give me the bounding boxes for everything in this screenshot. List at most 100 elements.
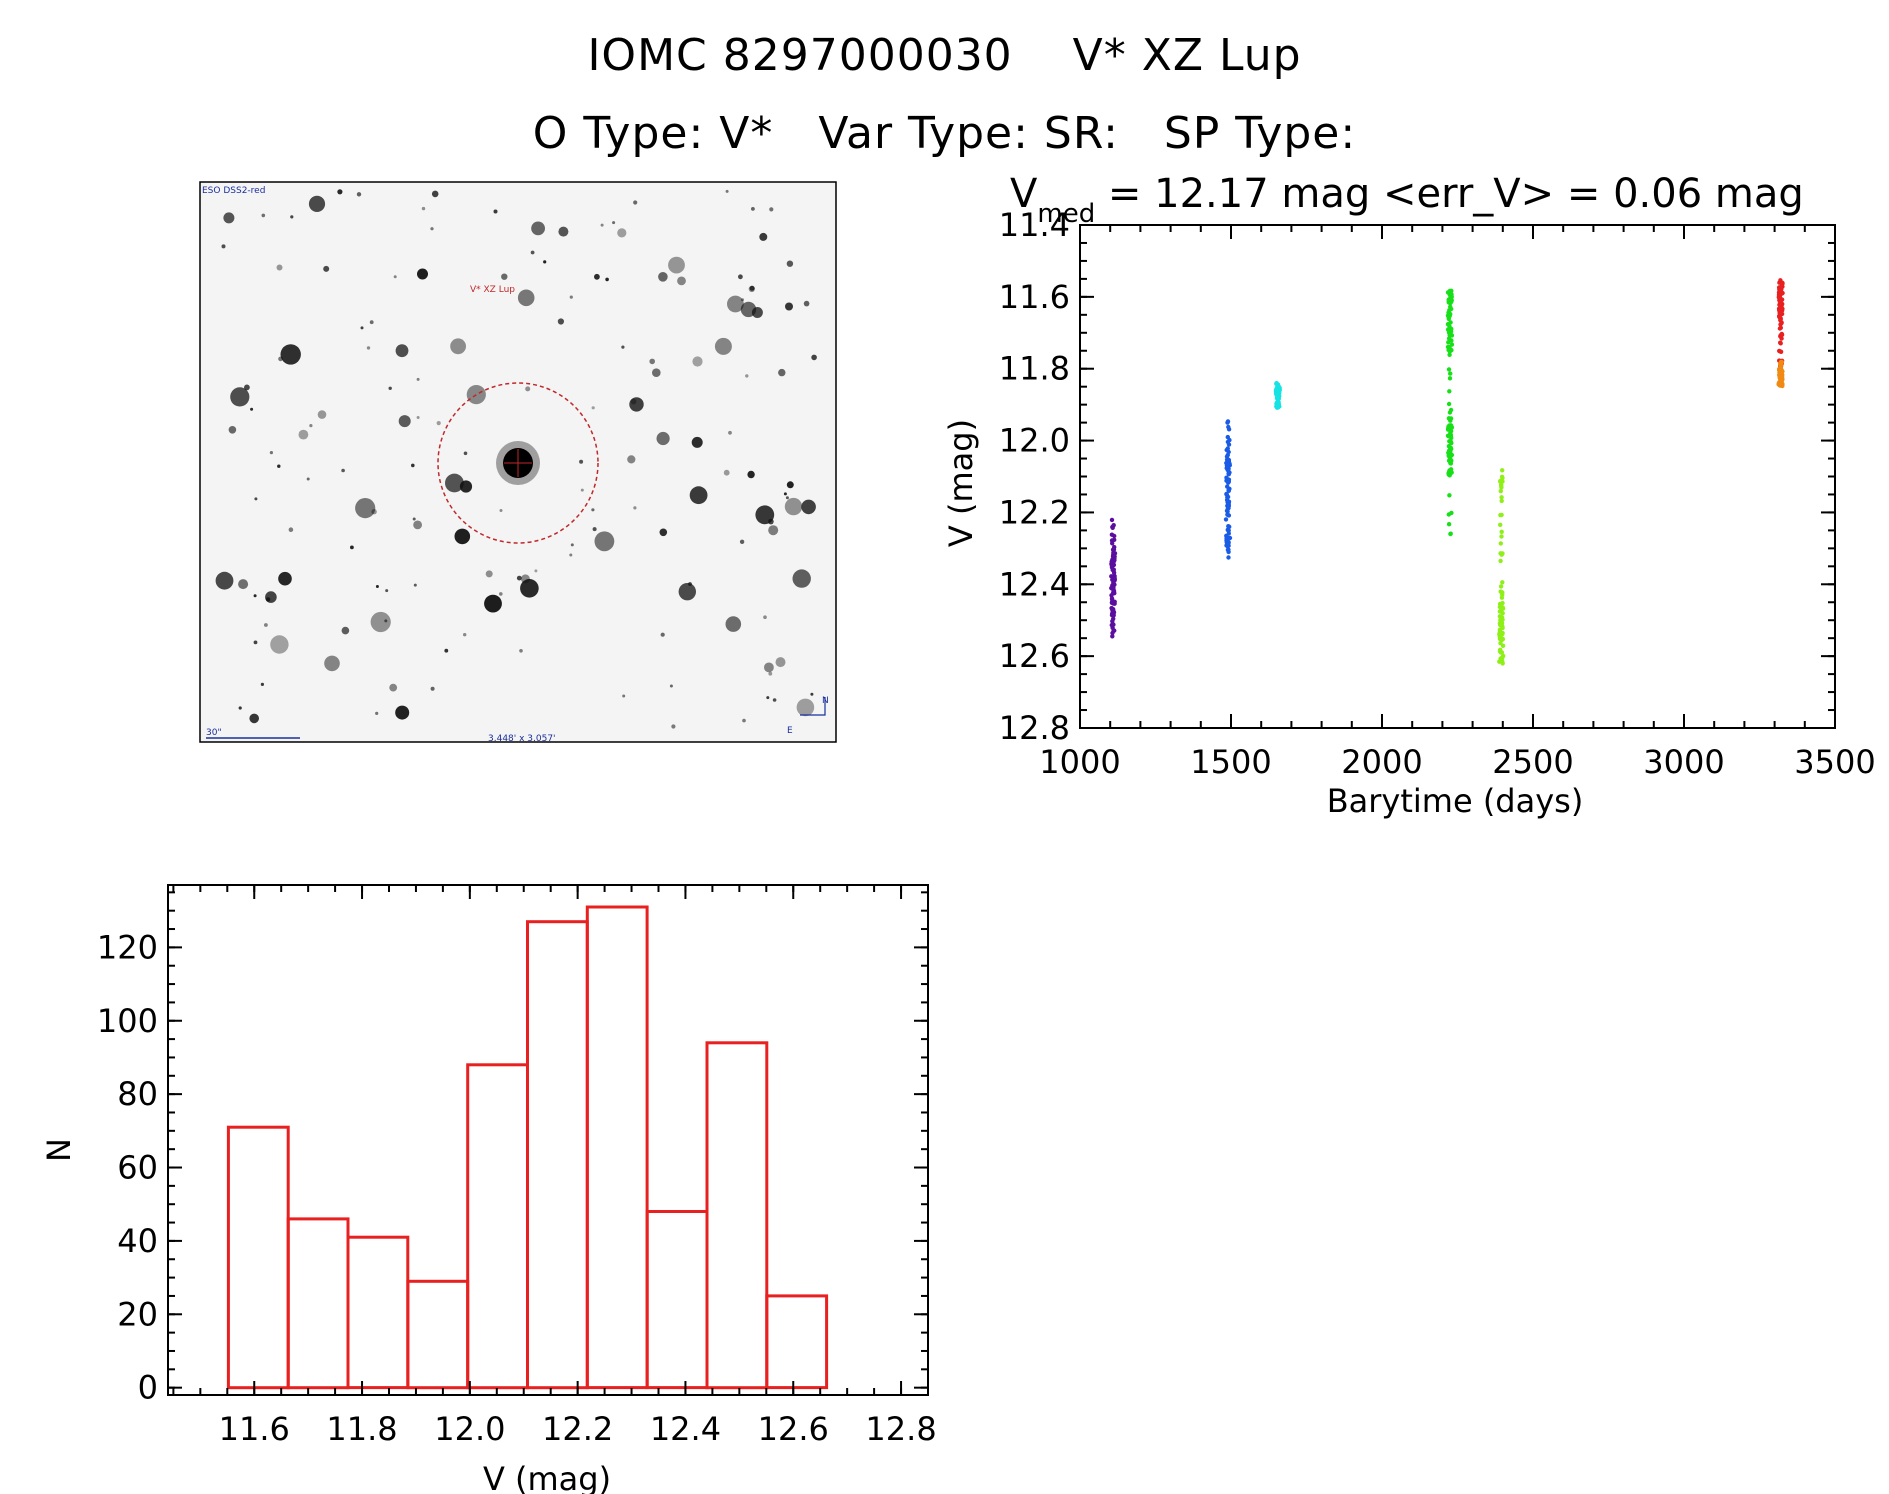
finder-star (803, 300, 810, 307)
histogram-bar (705, 1041, 769, 1390)
finder-star (621, 345, 625, 349)
x-tick-label: 3500 (1794, 743, 1875, 781)
lightcurve-point (1498, 622, 1503, 628)
histogram-bar (226, 1125, 290, 1390)
lightcurve-point (1448, 445, 1453, 451)
lightcurve-point (1498, 512, 1503, 518)
finder-star (324, 655, 340, 672)
finder-star (444, 648, 449, 653)
finder-star (520, 579, 539, 598)
finder-star (543, 260, 547, 264)
x-tick-label: 2000 (1341, 743, 1422, 781)
finder-star (493, 209, 498, 214)
finder-star (810, 692, 814, 696)
lightcurve-point (1226, 424, 1231, 430)
x-tick-label: 12.0 (434, 1410, 505, 1448)
lightcurve-point (1109, 563, 1115, 568)
median-stats-text: = 12.17 mag <err_V> = 0.06 mag (1095, 171, 1804, 217)
finder-star (763, 615, 767, 619)
histogram-bar (585, 905, 649, 1390)
lightcurve-point (1446, 434, 1452, 439)
lightcurve-point (1276, 384, 1282, 390)
lightcurve-point (1112, 552, 1117, 557)
finder-star (594, 273, 600, 280)
lightcurve-ylabel: V (mag) (942, 419, 980, 547)
finder-star (557, 318, 565, 325)
y-tick-label: 40 (117, 1222, 158, 1260)
finder-star (221, 244, 226, 249)
lightcurve-point (1449, 306, 1454, 312)
finder-star (579, 459, 584, 464)
lightcurve-point (1226, 549, 1231, 555)
finder-star (270, 635, 289, 654)
lightcurve-point (1224, 475, 1229, 480)
finder-star (691, 436, 703, 448)
lightcurve-point (1276, 401, 1282, 407)
lightcurve-point (1225, 452, 1231, 458)
lightcurve-xlabel: Barytime (days) (1327, 782, 1584, 820)
lightcurve-point (1448, 371, 1453, 376)
x-tick-label: 12.4 (650, 1410, 721, 1448)
finder-star (463, 451, 468, 456)
finder-star (413, 583, 417, 587)
lightcurve-point (1498, 488, 1504, 494)
lightcurve-point (1447, 327, 1452, 332)
finder-star (485, 570, 493, 578)
finder-star (660, 632, 665, 637)
finder-star (269, 451, 273, 455)
finder-star (341, 626, 350, 635)
lightcurve-point (1498, 478, 1503, 484)
y-tick-label: 11.8 (999, 350, 1070, 388)
lightcurve-point (1449, 297, 1454, 303)
x-tick-label: 11.6 (219, 1410, 290, 1448)
finder-star (649, 358, 655, 365)
lightcurve-point (1226, 528, 1231, 533)
finder-star (659, 528, 668, 537)
finder-star (592, 527, 597, 532)
finder-star (723, 469, 730, 476)
lightcurve-point (1448, 407, 1454, 413)
lightcurve-point (1498, 558, 1503, 564)
finder-star (769, 207, 774, 212)
finder-star (265, 597, 271, 602)
histogram-frame (167, 884, 929, 1396)
finder-star (775, 657, 786, 668)
lightcurve-point (1226, 480, 1231, 485)
finder-star (398, 415, 411, 428)
lightcurve-point (1499, 552, 1504, 557)
lightcurve-point (1500, 468, 1505, 473)
finder-star (658, 272, 668, 282)
lightcurve-point (1777, 302, 1782, 307)
finder-star (388, 386, 392, 390)
finder-star (739, 539, 745, 544)
finder-star (772, 698, 777, 702)
finder-star (612, 221, 616, 225)
lightcurve-point (1112, 576, 1117, 582)
finder-star (250, 407, 254, 411)
finder-star (276, 264, 283, 271)
finder-star (430, 686, 435, 691)
finder-star (417, 268, 428, 280)
finder-star (627, 455, 636, 464)
lightcurve-point (1779, 331, 1785, 337)
lightcurve-point (1109, 532, 1115, 537)
lightcurve-point (1500, 580, 1505, 585)
finder-star (484, 594, 502, 613)
lightcurve-point (1449, 458, 1454, 463)
finder-star (530, 250, 535, 255)
lightcurve-point (1227, 470, 1232, 475)
finder-star (759, 232, 768, 241)
finder-star (534, 569, 538, 573)
field-size-label: 3.448' x 3.057' (488, 734, 556, 744)
lightcurve-point (1225, 419, 1231, 424)
finder-star (591, 508, 595, 512)
finder-star (215, 571, 234, 590)
finder-star (692, 356, 703, 367)
lightcurve-point (1110, 634, 1115, 639)
finder-star (558, 226, 569, 237)
lightcurve-point (1226, 524, 1231, 529)
lightcurve-point (1498, 522, 1503, 527)
finder-star (249, 713, 259, 724)
y-tick-label: 12.2 (999, 493, 1070, 531)
lightcurve-point (1778, 349, 1783, 354)
